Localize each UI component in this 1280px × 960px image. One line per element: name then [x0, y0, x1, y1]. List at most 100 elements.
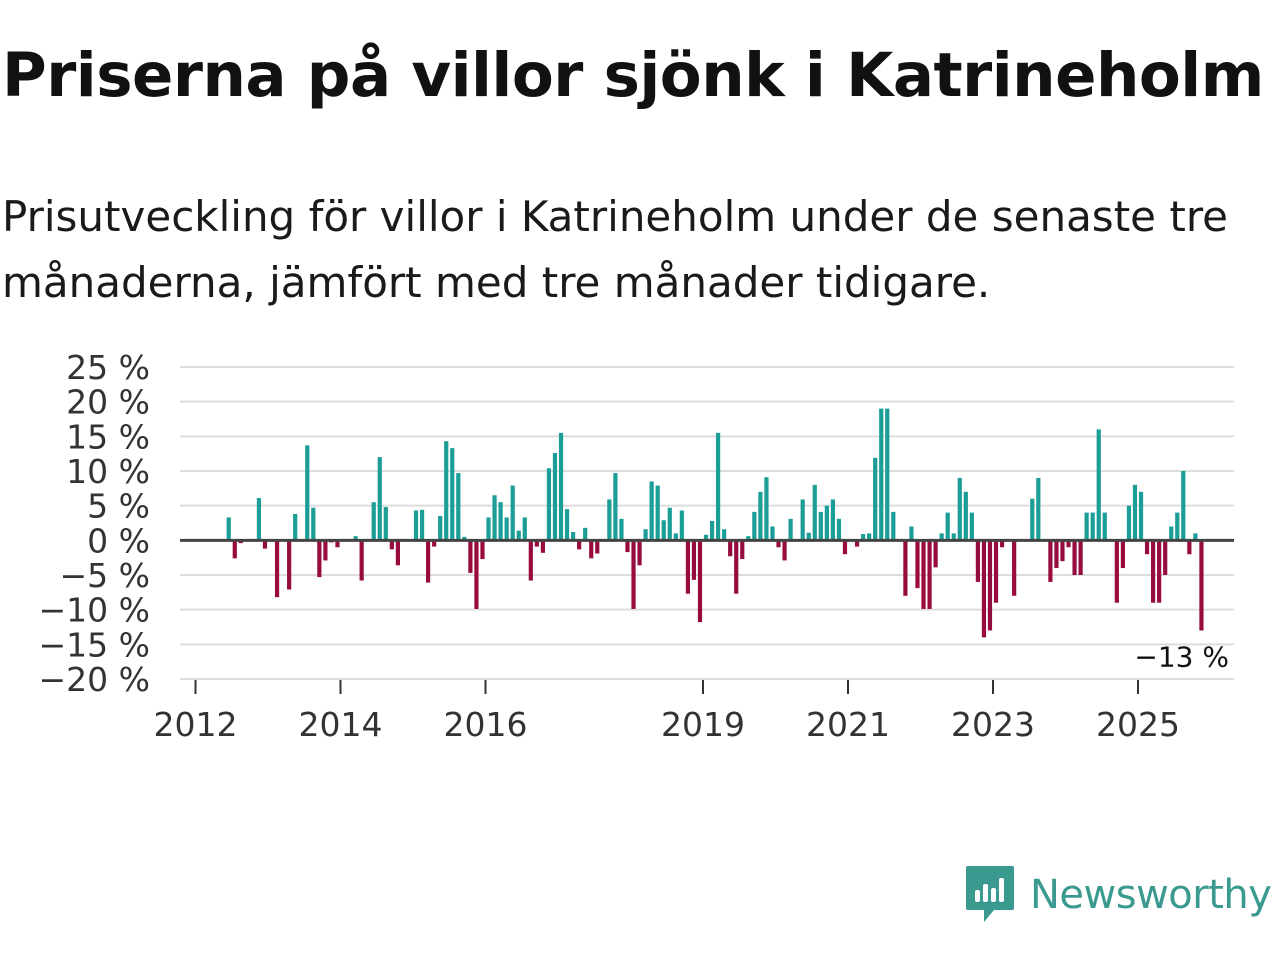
- x-tick-label: 2012: [154, 705, 238, 744]
- bar: [377, 457, 382, 541]
- newsworthy-logo-icon: [966, 866, 1014, 922]
- brand-name: Newsworthy: [1030, 872, 1272, 918]
- bar: [903, 540, 908, 596]
- bar: [631, 540, 636, 609]
- bar: [293, 513, 298, 541]
- bar: [389, 540, 394, 550]
- bars: [226, 408, 1204, 638]
- bar: [861, 534, 866, 541]
- bar: [462, 536, 467, 541]
- x-tick-label: 2019: [661, 705, 745, 744]
- bar: [824, 505, 829, 541]
- grid-lines: [180, 366, 1234, 680]
- bar: [830, 499, 835, 541]
- bar: [1138, 491, 1144, 541]
- bar: [256, 498, 262, 541]
- bar: [685, 540, 690, 594]
- bar: [335, 540, 340, 548]
- bar: [450, 448, 455, 541]
- bar: [963, 491, 968, 541]
- bar: [1030, 498, 1035, 541]
- bar: [1036, 477, 1041, 541]
- y-tick-label: −10 %: [39, 591, 151, 630]
- bar: [933, 540, 938, 568]
- bar: [1151, 540, 1156, 603]
- bar: [232, 540, 237, 559]
- chart-subtitle: Prisutveckling för villor i Katrineholm …: [2, 192, 1228, 307]
- bar: [317, 540, 322, 578]
- bar: [945, 512, 950, 541]
- y-tick-label: 5 %: [87, 487, 150, 526]
- chart-title: Priserna på villor sjönk i Katrineholm: [2, 40, 1264, 111]
- bar: [975, 540, 980, 582]
- bar: [867, 533, 872, 541]
- bar: [909, 526, 914, 541]
- bar: [722, 529, 727, 541]
- bar: [413, 510, 419, 541]
- bar: [691, 540, 697, 580]
- bar: [1126, 505, 1132, 541]
- bar: [468, 540, 473, 573]
- bar: [661, 520, 666, 541]
- bar: [262, 540, 268, 549]
- bar: [516, 530, 521, 541]
- bar: [927, 540, 932, 609]
- bar: [782, 540, 787, 561]
- bar: [1175, 512, 1180, 541]
- bar: [1084, 512, 1089, 541]
- bar: [969, 512, 974, 541]
- bar: [981, 540, 987, 638]
- bar: [498, 502, 503, 541]
- bar: [287, 540, 292, 590]
- bar: [957, 477, 962, 541]
- bar: [1090, 512, 1095, 541]
- bar: [438, 516, 443, 541]
- bar: [353, 536, 358, 541]
- bar: [637, 540, 642, 566]
- bar: [800, 499, 805, 541]
- last-value-label: −13 %: [1134, 641, 1229, 674]
- bar: [395, 540, 400, 566]
- bar: [311, 507, 316, 541]
- bar: [1060, 540, 1065, 562]
- bar: [456, 473, 461, 541]
- bar: [571, 532, 576, 541]
- bar: [788, 518, 793, 541]
- bar: [274, 540, 280, 598]
- bar: [1066, 540, 1071, 548]
- bar: [679, 510, 684, 541]
- bar: [1187, 540, 1192, 555]
- brand-logo: Newsworthy: [964, 864, 1272, 926]
- bar: [1199, 540, 1204, 631]
- bar: [595, 540, 600, 554]
- bar: [1012, 540, 1017, 596]
- bar: [734, 540, 739, 594]
- y-axis-ticks: 25 %20 %15 %10 %5 %0 %−5 %−10 %−15 %−20 …: [39, 348, 151, 699]
- bar: [552, 452, 558, 541]
- bar: [752, 511, 757, 541]
- y-tick-label: −5 %: [60, 556, 151, 595]
- bar: [836, 518, 842, 541]
- y-tick-label: 15 %: [66, 417, 150, 456]
- bar: [607, 499, 612, 541]
- bar: [625, 540, 630, 553]
- bar: [758, 491, 763, 541]
- bar: [764, 477, 769, 541]
- bar: [226, 517, 231, 541]
- x-tick-label: 2023: [951, 705, 1035, 744]
- bar: [558, 432, 564, 541]
- bar: [703, 534, 709, 541]
- x-tick-label: 2025: [1096, 705, 1180, 744]
- bar-chart: 25 %20 %15 %10 %5 %0 %−5 %−10 %−15 %−20 …: [39, 348, 1234, 744]
- bar: [673, 533, 678, 541]
- bar: [643, 529, 648, 541]
- bar: [1072, 540, 1077, 575]
- bar: [383, 507, 388, 541]
- bar: [709, 520, 715, 541]
- bar: [419, 509, 425, 541]
- y-tick-label: 25 %: [66, 348, 150, 387]
- bar: [993, 540, 999, 603]
- y-tick-label: −15 %: [39, 625, 151, 664]
- bar: [951, 533, 956, 541]
- bar: [522, 517, 527, 541]
